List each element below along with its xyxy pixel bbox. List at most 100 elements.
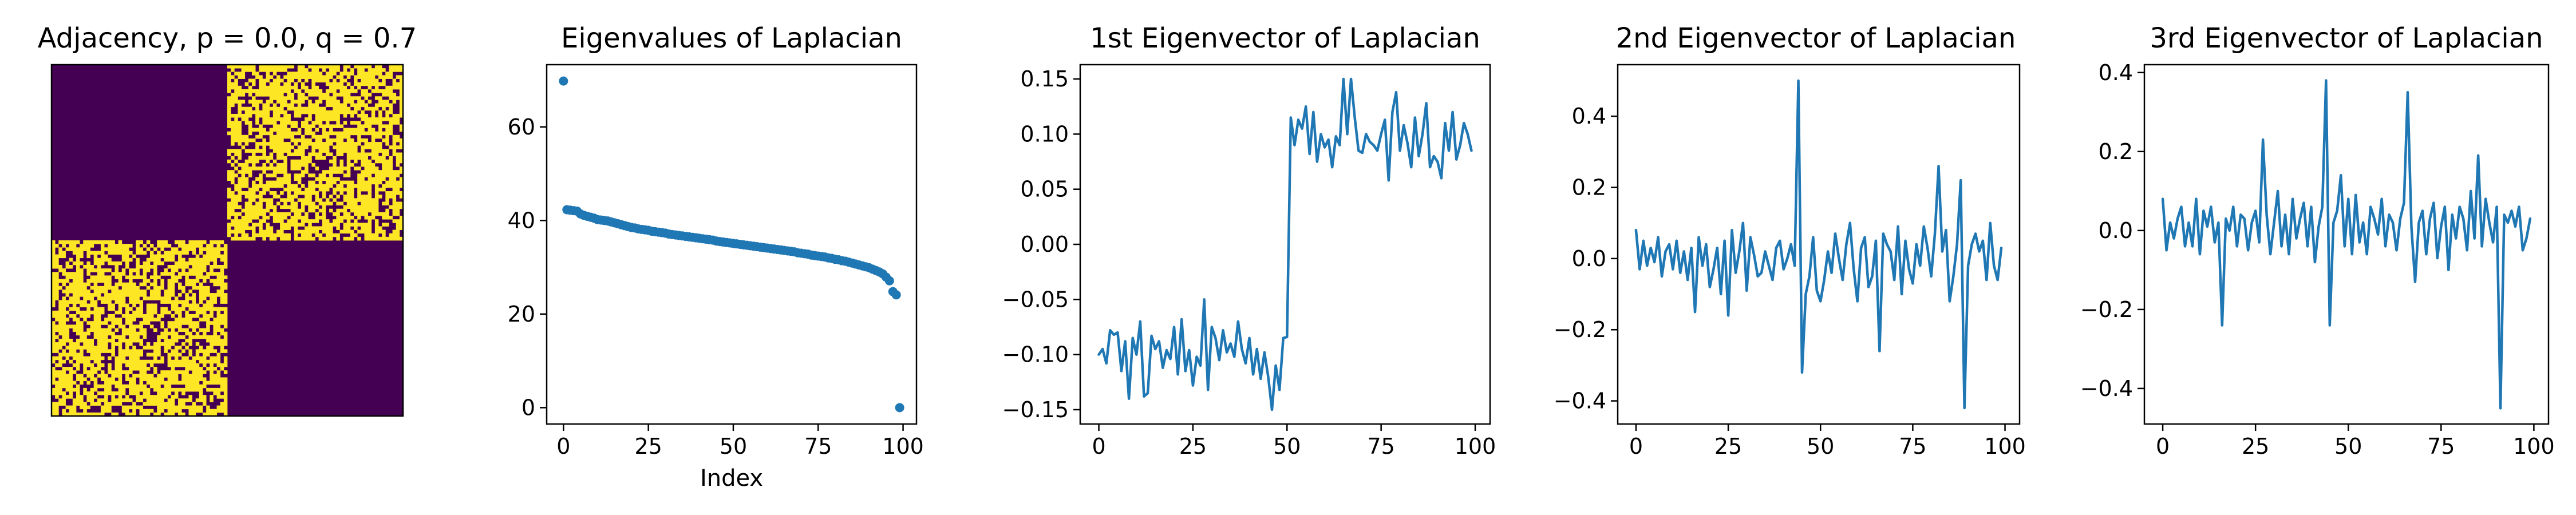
heatmap-cell	[188, 268, 192, 272]
heatmap-cell	[93, 300, 98, 304]
heatmap-cell	[287, 195, 291, 199]
heatmap-cell	[368, 184, 372, 188]
heatmap-cell	[216, 377, 221, 381]
heatmap-cell	[346, 75, 351, 79]
heatmap-cell	[118, 398, 123, 402]
heatmap-cell	[262, 145, 266, 149]
heatmap-cell	[185, 251, 189, 255]
heatmap-cell	[392, 201, 397, 205]
heatmap-cell	[364, 229, 368, 234]
heatmap-cell	[238, 106, 242, 111]
heatmap-cell	[290, 78, 295, 83]
heatmap-cell	[216, 264, 221, 269]
heatmap-cell	[336, 212, 340, 216]
heatmap-cell	[399, 177, 404, 181]
heatmap-cell	[136, 324, 140, 328]
heatmap-cell	[234, 96, 238, 100]
heatmap-cell	[171, 307, 175, 311]
heatmap-cell	[339, 85, 344, 90]
heatmap-cell	[280, 229, 284, 234]
heatmap-cell	[364, 233, 368, 237]
heatmap-cell	[213, 240, 217, 244]
heatmap-cell	[368, 233, 372, 237]
heatmap-cell	[118, 374, 123, 378]
heatmap-cell	[308, 205, 312, 209]
heatmap-cell	[203, 314, 207, 318]
heatmap-cell	[213, 349, 217, 353]
heatmap-cell	[181, 342, 185, 346]
heatmap-cell	[164, 384, 168, 389]
heatmap-cell	[185, 331, 189, 336]
heatmap-cell	[132, 384, 136, 389]
heatmap-cell	[220, 307, 224, 311]
heatmap-cell	[160, 254, 164, 259]
heatmap-cell	[346, 195, 351, 199]
heatmap-cell	[178, 387, 182, 392]
heatmap-cell	[220, 272, 224, 276]
heatmap-cell	[216, 338, 221, 343]
heatmap-cell	[269, 131, 274, 136]
heatmap-cell	[192, 293, 196, 297]
heatmap-cell	[315, 191, 319, 195]
heatmap-cell	[343, 198, 347, 202]
heatmap-cell	[276, 106, 280, 111]
y-tick-label: 0.4	[1572, 104, 1606, 129]
x-tick-label: 50	[720, 434, 747, 459]
heatmap-cell	[227, 212, 231, 216]
heatmap-cell	[287, 106, 291, 111]
heatmap-cell	[213, 356, 217, 360]
heatmap-cell	[234, 128, 238, 132]
heatmap-cell	[231, 191, 235, 195]
heatmap-cell	[171, 370, 175, 374]
heatmap-cell	[62, 335, 66, 339]
heatmap-cell	[339, 184, 344, 188]
heatmap-cell	[382, 163, 386, 167]
heatmap-cell	[139, 398, 144, 402]
heatmap-cell	[171, 275, 175, 279]
heatmap-cell	[52, 254, 56, 259]
heatmap-cell	[227, 229, 231, 234]
heatmap-cell	[178, 282, 182, 287]
heatmap-cell	[346, 163, 351, 167]
heatmap-cell	[234, 229, 238, 234]
heatmap-cell	[287, 187, 291, 192]
heatmap-cell	[206, 286, 210, 290]
heatmap-cell	[104, 247, 108, 251]
y-tick-label: 0.2	[2099, 139, 2133, 164]
heatmap-cell	[283, 198, 287, 202]
heatmap-cell	[357, 113, 361, 118]
heatmap-cell	[174, 395, 179, 399]
heatmap-cell	[210, 377, 214, 381]
heatmap-cell	[192, 279, 196, 283]
heatmap-cell	[80, 412, 84, 417]
heatmap-cell	[93, 254, 98, 259]
heatmap-cell	[153, 282, 157, 287]
heatmap-cell	[305, 163, 309, 167]
heatmap-cell	[114, 342, 119, 346]
heatmap-cell	[139, 381, 144, 385]
heatmap-cell	[111, 412, 115, 417]
heatmap-cell	[206, 247, 210, 251]
heatmap-cell	[108, 409, 112, 413]
heatmap-cell	[325, 131, 330, 136]
heatmap-cell	[55, 314, 59, 318]
heatmap-cell	[97, 310, 101, 315]
heatmap-cell	[294, 173, 298, 177]
heatmap-cell	[336, 121, 340, 125]
heatmap-cell	[164, 342, 168, 346]
heatmap-cell	[76, 384, 80, 389]
heatmap-cell	[276, 233, 280, 237]
heatmap-cell	[368, 93, 372, 97]
heatmap-cell	[280, 156, 284, 160]
heatmap-cell	[234, 219, 238, 223]
heatmap-cell	[171, 264, 175, 269]
heatmap-cell	[213, 282, 217, 287]
heatmap-cell	[195, 303, 200, 308]
heatmap-cell	[171, 254, 175, 259]
heatmap-cell	[157, 338, 161, 343]
heatmap-cell	[259, 113, 263, 118]
heatmap-cell	[55, 356, 59, 360]
heatmap-cell	[389, 180, 393, 185]
heatmap-cell	[174, 251, 179, 255]
heatmap-cell	[343, 226, 347, 230]
